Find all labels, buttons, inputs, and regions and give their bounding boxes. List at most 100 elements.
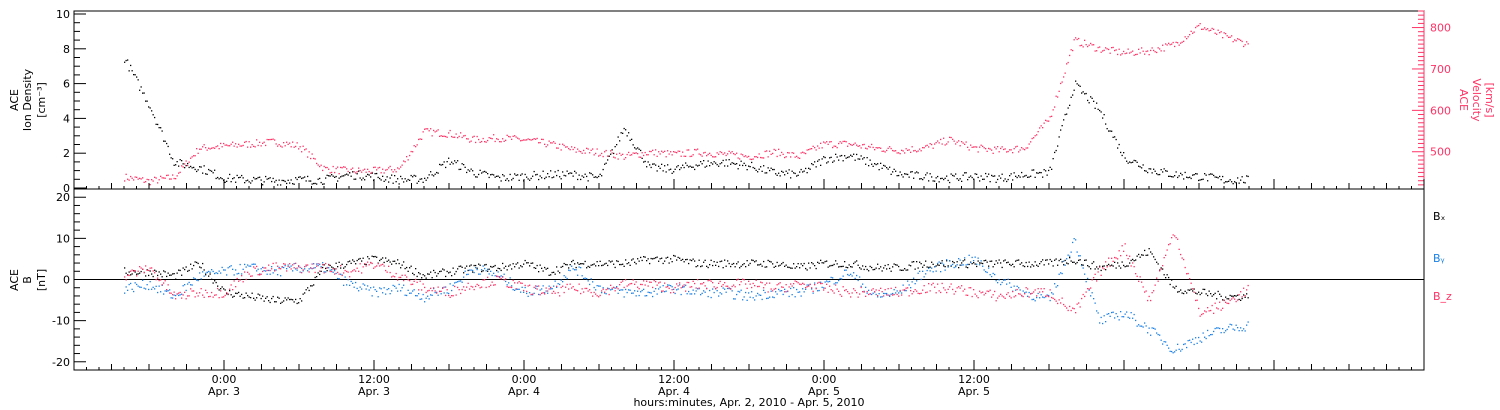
velocity-series-point [874, 149, 876, 151]
bx-series-point [313, 284, 315, 286]
density-series-point [655, 164, 657, 166]
velocity-series-point [194, 155, 196, 157]
velocity-series-point [1175, 41, 1177, 43]
bx-series-point [899, 269, 901, 271]
by-series-point [601, 292, 603, 294]
by-series-point [403, 284, 405, 286]
density-series-point [380, 179, 382, 181]
by-series-point [235, 269, 237, 271]
by-series-point [1040, 294, 1042, 296]
density-series-point [956, 178, 958, 180]
by-series-point [1129, 317, 1131, 319]
density-series-point [641, 157, 643, 159]
bx-series-point [896, 264, 898, 266]
bx-series-point [1144, 249, 1146, 252]
by-series-point [313, 263, 315, 265]
bz-series-point [539, 294, 541, 296]
bx-series-point [1244, 296, 1246, 298]
bx-series-point [569, 264, 571, 266]
density-series-point [311, 183, 313, 185]
velocity-series-point [140, 178, 142, 180]
by-series-point [523, 291, 525, 293]
bz-series-point [562, 285, 564, 287]
density-series-point [1060, 129, 1062, 131]
velocity-series-point [898, 152, 900, 154]
bx-series-point [806, 269, 808, 271]
by-series-point [1052, 293, 1054, 295]
bz-series-point [751, 286, 753, 289]
bx-series-point [551, 271, 553, 274]
by-series-point [1064, 264, 1066, 266]
density-series-point [1168, 175, 1170, 177]
bz-series-point [233, 280, 235, 282]
bx-series-point [281, 301, 283, 303]
bz-series-point [268, 264, 270, 266]
bx-series-point [179, 269, 181, 272]
bz-series-point [941, 282, 943, 285]
density-series-point [736, 163, 738, 165]
by-series-point [908, 284, 910, 286]
density-series-point [1175, 171, 1177, 173]
velocity-series-point [611, 152, 613, 154]
bz-series-point [494, 284, 496, 286]
density-series-point [155, 123, 157, 125]
velocity-series-point [601, 152, 603, 155]
velocity-series-point [604, 151, 606, 153]
velocity-series-point [938, 142, 940, 144]
bz-series-point [1168, 244, 1170, 246]
bz-series-point [605, 289, 607, 291]
bz-series-point [422, 283, 424, 285]
by-series-point [301, 267, 303, 270]
bz-series-point [1078, 302, 1080, 304]
bz-series-point [214, 294, 216, 296]
velocity-series-point [343, 166, 345, 168]
velocity-series-point [512, 135, 514, 137]
by-series-point [1054, 283, 1056, 285]
velocity-series-point [685, 155, 687, 157]
bz-series-point [1051, 296, 1053, 299]
bx-series-point [1114, 261, 1116, 263]
by-series-point [1184, 343, 1186, 345]
density-series-point [905, 173, 907, 175]
bx-series-point [919, 261, 921, 263]
density-series-point [359, 177, 361, 179]
velocity-series-point [496, 138, 498, 140]
bx-series-point [565, 263, 567, 266]
velocity-series-point [379, 166, 381, 169]
bx-series-point [755, 260, 757, 262]
velocity-series-point [295, 145, 297, 148]
density-series-point [184, 167, 186, 169]
velocity-series-point [817, 145, 819, 147]
density-series-point [556, 174, 558, 177]
bz-series-point [238, 280, 240, 282]
density-series-point [997, 178, 999, 181]
by-series-point [697, 288, 699, 290]
bx-series-point [155, 270, 157, 272]
velocity-series-point [752, 158, 754, 160]
bx-series-point [575, 266, 577, 269]
bz-series-point [1244, 295, 1246, 297]
bz-series-point [593, 291, 595, 294]
velocity-series-point [940, 138, 942, 141]
velocity-series-point [287, 143, 289, 145]
bz-series-point [1190, 282, 1192, 284]
bz-series-point [694, 282, 696, 285]
bx-series-point [937, 264, 939, 266]
density-series-point [484, 170, 486, 173]
by-series-point [862, 283, 864, 285]
density-series-point [964, 172, 966, 174]
bz-series-point [1213, 312, 1215, 314]
density-series-point [176, 161, 178, 163]
bx-series-point [590, 264, 592, 266]
by-series-point [428, 298, 430, 300]
bz-series-point [619, 284, 621, 286]
bz-series-point [739, 284, 741, 286]
bx-series-point [866, 268, 868, 271]
bz-series-point [583, 291, 585, 293]
velocity-series-point [203, 144, 205, 146]
bz-series-point [769, 282, 771, 284]
by-series-point [820, 281, 822, 283]
velocity-series-point [337, 166, 339, 168]
bz-series-point [217, 287, 219, 290]
density-series-point [560, 178, 562, 180]
